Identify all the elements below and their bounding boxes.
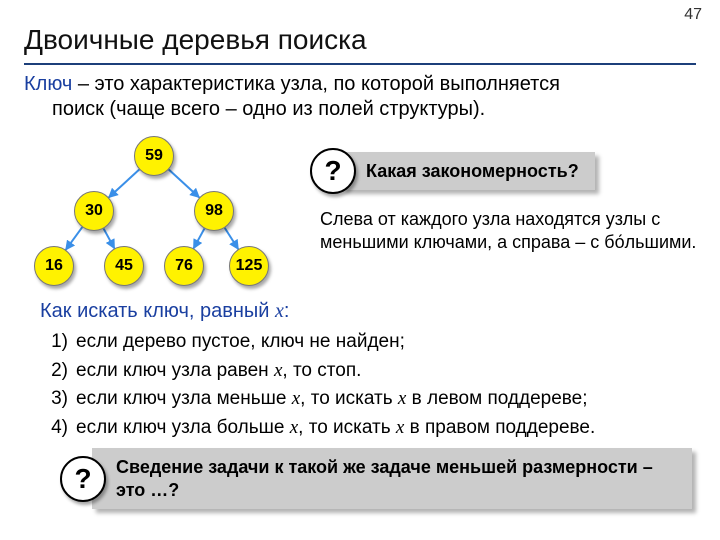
algo-step: если дерево пустое, ключ не найден; <box>40 328 690 357</box>
tree-node: 76 <box>164 246 204 286</box>
tree-node: 98 <box>194 191 234 231</box>
intro-line2: поиск (чаще всего – одно из полей структ… <box>24 97 696 122</box>
question-icon: ? <box>310 148 356 194</box>
callout-recursion: ? Сведение задачи к такой же задаче мень… <box>60 448 692 509</box>
algorithm-list: если дерево пустое, ключ не найден;если … <box>40 328 690 442</box>
subhead-var: x <box>275 300 284 322</box>
subheading: Как искать ключ, равный x: <box>40 300 289 323</box>
tree-node: 30 <box>74 191 114 231</box>
tree-node: 45 <box>104 246 144 286</box>
algo-step: если ключ узла равен x, то стоп. <box>40 357 690 386</box>
question-icon: ? <box>60 456 106 502</box>
callout-recursion-label: Сведение задачи к такой же задаче меньше… <box>92 448 692 509</box>
subhead-prefix: Как искать ключ, равный <box>40 300 275 322</box>
intro-keyword: Ключ <box>24 73 72 95</box>
subhead-suffix: : <box>284 300 290 322</box>
tree-node: 16 <box>34 246 74 286</box>
algo-step: если ключ узла меньше x, то искать x в л… <box>40 385 690 414</box>
page-title: Двоичные деревья поиска <box>24 24 367 56</box>
callout-pattern-label: Какая закономерность? <box>342 152 595 191</box>
intro-rest1: – это характеристика узла, по которой вы… <box>72 73 560 95</box>
title-rule <box>24 63 696 65</box>
tree-node: 125 <box>229 246 269 286</box>
bst-tree: 59 30 98 16 45 76 125 <box>24 136 284 296</box>
page-number: 47 <box>684 6 702 24</box>
callout-pattern: ? Какая закономерность? <box>310 148 595 194</box>
explain-text: Слева от каждого узла находятся узлы с м… <box>320 208 700 253</box>
algo-step: если ключ узла больше x, то искать x в п… <box>40 414 690 443</box>
tree-node: 59 <box>134 136 174 176</box>
intro-text: Ключ – это характеристика узла, по котор… <box>24 72 696 122</box>
